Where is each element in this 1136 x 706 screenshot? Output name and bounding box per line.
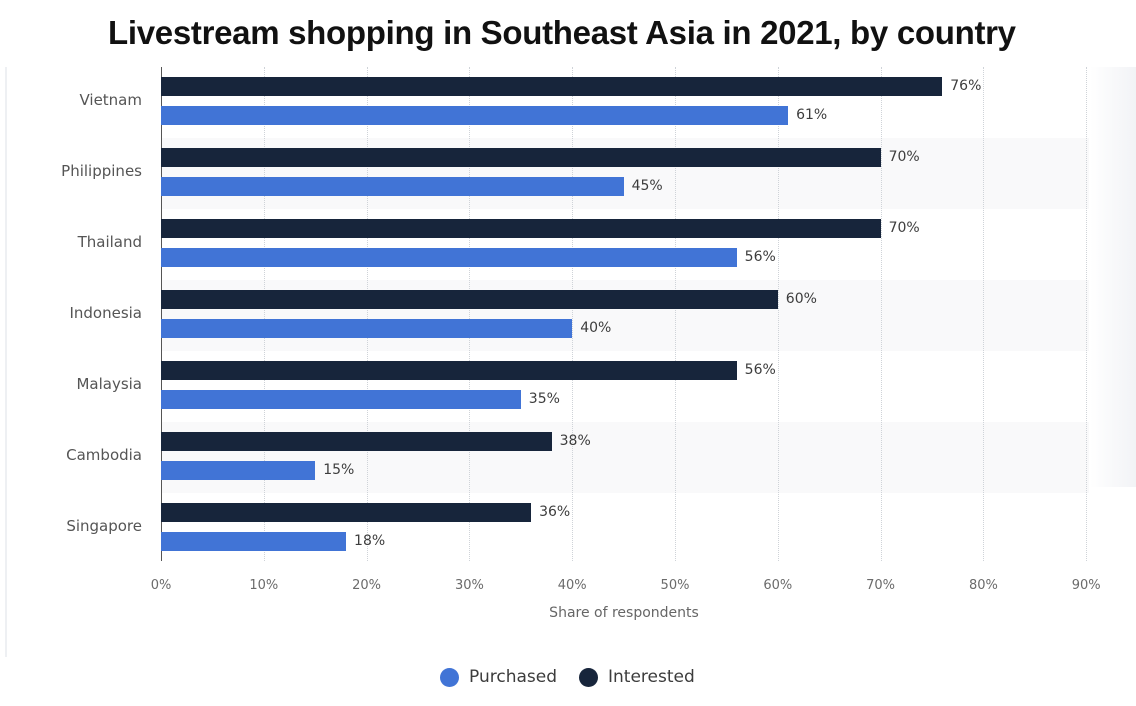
plot-area: 76% 61% 70% 45% 70% 56% 60% 40% 56% 35% 38% 15% 36% 1… bbox=[161, 67, 1089, 561]
panel-right-shadow bbox=[1090, 67, 1136, 487]
bar-purchased[interactable] bbox=[161, 532, 347, 551]
value-label: 70% bbox=[888, 220, 920, 236]
legend: Purchased Interested bbox=[440, 667, 717, 687]
value-label: 18% bbox=[354, 533, 386, 549]
x-tick-label: 90% bbox=[1071, 578, 1101, 593]
purchased-dot-icon bbox=[440, 667, 459, 687]
x-axis-label: Share of respondents bbox=[549, 605, 699, 621]
value-label: 45% bbox=[631, 178, 663, 194]
interested-dot-icon bbox=[579, 667, 598, 687]
gridline bbox=[366, 67, 368, 561]
bar-interested[interactable] bbox=[161, 503, 532, 522]
x-tick-label: 80% bbox=[968, 578, 998, 593]
category-label: Indonesia bbox=[69, 304, 142, 322]
chart-title: Livestream shopping in Southeast Asia in… bbox=[108, 14, 1016, 51]
bar-interested[interactable] bbox=[161, 361, 737, 380]
gridline bbox=[469, 67, 471, 561]
value-label: 36% bbox=[539, 504, 571, 520]
gridline bbox=[675, 67, 676, 561]
x-tick-label: 20% bbox=[352, 578, 382, 593]
bar-purchased[interactable] bbox=[161, 319, 573, 338]
value-label: 76% bbox=[950, 78, 982, 94]
gridline bbox=[1086, 67, 1088, 561]
x-tick-label: 30% bbox=[454, 578, 484, 593]
legend-label: Purchased bbox=[469, 667, 557, 687]
bar-purchased[interactable] bbox=[161, 177, 624, 196]
bar-purchased[interactable] bbox=[161, 461, 316, 480]
panel-left-border bbox=[5, 67, 7, 657]
x-tick-label: 50% bbox=[660, 578, 690, 593]
bar-purchased[interactable] bbox=[161, 106, 789, 125]
value-label: 38% bbox=[559, 433, 591, 449]
value-label: 56% bbox=[744, 362, 776, 378]
bar-interested[interactable] bbox=[161, 432, 552, 451]
category-label: Vietnam bbox=[79, 91, 142, 109]
value-label: 35% bbox=[528, 391, 560, 407]
category-label: Thailand bbox=[77, 233, 142, 251]
x-tick-label: 40% bbox=[557, 578, 587, 593]
gridline bbox=[777, 67, 779, 561]
value-label: 60% bbox=[785, 291, 817, 307]
bar-purchased[interactable] bbox=[161, 248, 737, 267]
category-label: Singapore bbox=[66, 517, 142, 535]
value-label: 15% bbox=[323, 462, 355, 478]
bar-interested[interactable] bbox=[161, 219, 881, 238]
bar-interested[interactable] bbox=[161, 148, 881, 167]
x-tick-label: 60% bbox=[763, 578, 793, 593]
x-tick-label: 10% bbox=[249, 578, 279, 593]
value-label: 61% bbox=[796, 107, 828, 123]
value-label: 70% bbox=[888, 149, 920, 165]
legend-item-interested[interactable]: Interested bbox=[579, 667, 695, 687]
legend-item-purchased[interactable]: Purchased bbox=[440, 667, 557, 687]
y-axis-line bbox=[161, 67, 162, 561]
gridline bbox=[572, 67, 574, 561]
x-tick-label: 70% bbox=[866, 578, 896, 593]
category-label: Malaysia bbox=[76, 375, 142, 393]
bar-interested[interactable] bbox=[161, 77, 943, 96]
bar-purchased[interactable] bbox=[161, 390, 521, 409]
value-label: 56% bbox=[744, 249, 776, 265]
gridline bbox=[263, 67, 265, 561]
value-label: 40% bbox=[580, 320, 612, 336]
bar-interested[interactable] bbox=[161, 290, 778, 309]
category-label: Cambodia bbox=[66, 446, 142, 464]
legend-label: Interested bbox=[608, 667, 695, 687]
x-tick-label: 0% bbox=[150, 578, 172, 593]
gridline bbox=[983, 67, 985, 561]
category-label: Philippines bbox=[61, 162, 142, 180]
gridline bbox=[880, 67, 882, 561]
